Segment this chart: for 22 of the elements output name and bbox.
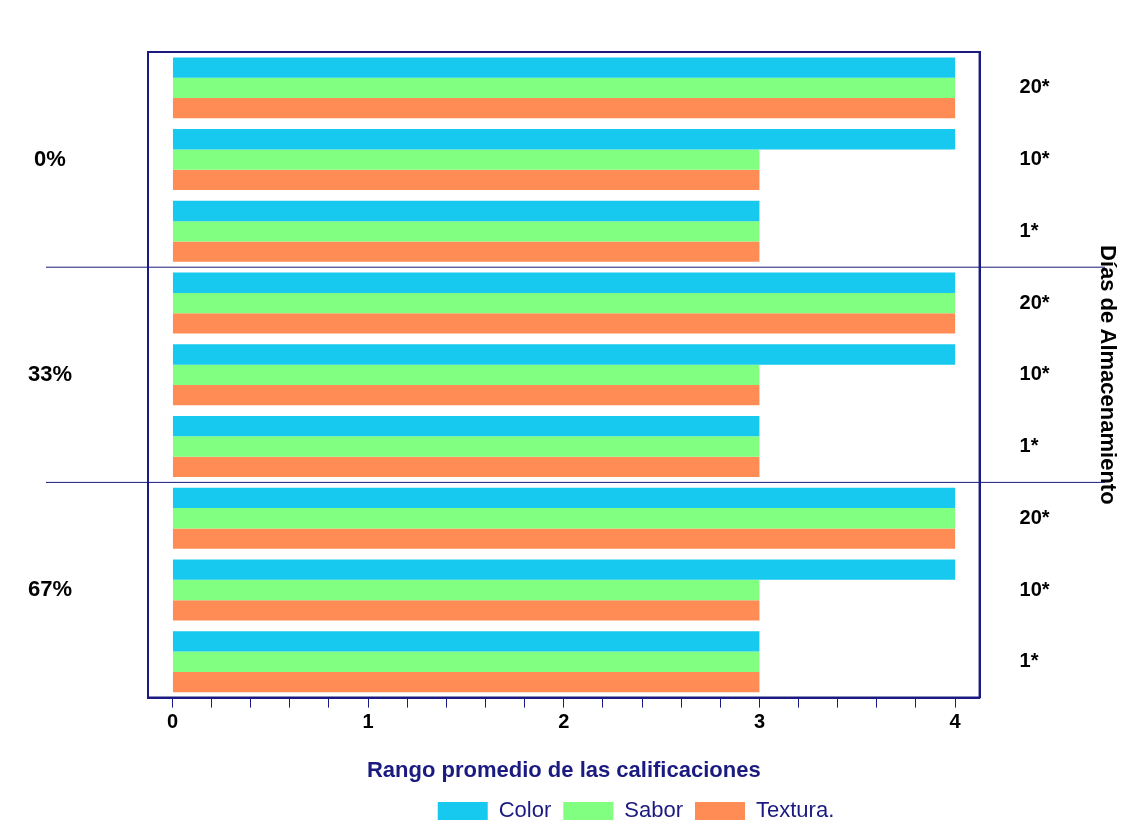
- y-tick-label: 10*: [1019, 362, 1050, 385]
- x-tick-label: 0: [166, 710, 179, 733]
- y-tick-label: 1*: [1019, 218, 1039, 241]
- legend-label: Color: [498, 797, 552, 823]
- x-tick-label: 4: [949, 710, 962, 733]
- legend-label: Sabor: [624, 797, 684, 823]
- y-tick-label: 20*: [1019, 75, 1050, 98]
- text: 33%: [27, 360, 73, 386]
- y-tick-label: 1*: [1019, 434, 1039, 457]
- x-axis-title: Rango promedio de las calificaciones: [366, 756, 761, 782]
- y-axis-title: Días de Almacenamiento: [1095, 245, 1121, 505]
- text: 67%: [27, 576, 73, 602]
- legend-label: Textura.: [756, 797, 835, 823]
- x-tick-label: 3: [753, 710, 766, 733]
- x-tick-label: 2: [558, 710, 570, 733]
- y-tick-label: 20*: [1019, 290, 1050, 313]
- text: 0%: [34, 145, 66, 171]
- y-tick-label: 20*: [1019, 505, 1050, 528]
- y-tick-label: 10*: [1019, 577, 1050, 600]
- y-tick-label: 10*: [1019, 147, 1050, 170]
- y-tick-label: 1*: [1019, 649, 1039, 672]
- x-tick-label: 1: [362, 710, 374, 733]
